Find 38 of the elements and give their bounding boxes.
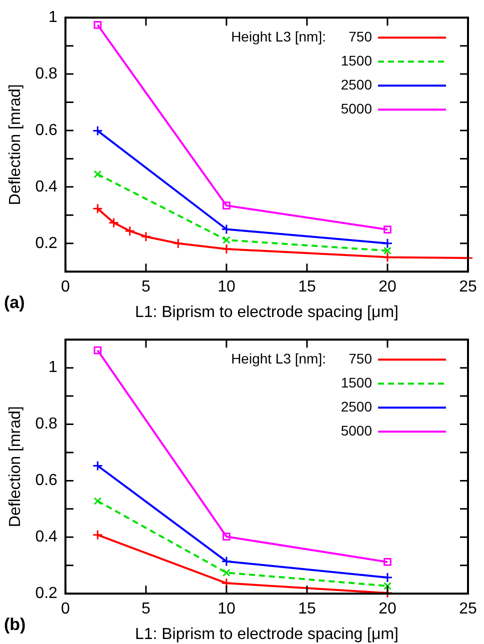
x-tick-label: 5 <box>142 600 150 618</box>
y-tick-label: 0.2 <box>35 585 58 602</box>
legend-label: 1500 <box>340 374 372 390</box>
x-tick-label: 0 <box>60 600 70 618</box>
legend-label: 2500 <box>340 76 372 92</box>
legend-label: 750 <box>348 28 372 44</box>
text: (a) <box>4 293 25 312</box>
y-tick-label: 0.8 <box>35 416 58 433</box>
x-tick-label: 25 <box>459 278 477 296</box>
legend-title: Height L3 [nm]: <box>231 350 326 366</box>
y-tick-label: 0.4 <box>35 178 58 196</box>
y-tick-label: 1 <box>48 359 58 376</box>
y-axis-title: Deflection [mrad] <box>7 406 24 528</box>
text: (b) <box>4 615 26 634</box>
y-tick-label: 0.4 <box>35 528 58 546</box>
y-axis-title: Deflection [mrad] <box>7 84 24 206</box>
y-tick-label: 0.8 <box>35 65 58 82</box>
x-tick-label: 25 <box>459 600 477 618</box>
legend-title: Height L3 [nm]: <box>231 28 326 44</box>
x-tick-label: 15 <box>298 278 316 296</box>
x-tick-label: 20 <box>378 278 396 296</box>
x-tick-label: 15 <box>298 600 316 618</box>
legend-label: 1500 <box>340 52 372 68</box>
x-axis-title: L1: Biprism to electrode spacing [μm] <box>134 626 398 643</box>
x-tick-label: 5 <box>142 278 150 296</box>
legend-label: 750 <box>348 350 372 366</box>
x-tick-label: 10 <box>218 600 236 618</box>
y-tick-label: 1 <box>48 9 58 26</box>
x-axis-title: L1: Biprism to electrode spacing [μm] <box>134 304 398 321</box>
y-tick-label: 0.2 <box>35 234 58 252</box>
y-tick-label: 0.6 <box>35 122 58 139</box>
legend-label: 5000 <box>340 422 372 438</box>
x-tick-label: 10 <box>218 278 236 296</box>
legend-label: 5000 <box>340 100 372 116</box>
x-tick-label: 20 <box>378 600 396 618</box>
y-tick-label: 0.6 <box>35 472 58 490</box>
x-tick-label: 0 <box>60 278 70 296</box>
legend-label: 2500 <box>340 398 372 414</box>
